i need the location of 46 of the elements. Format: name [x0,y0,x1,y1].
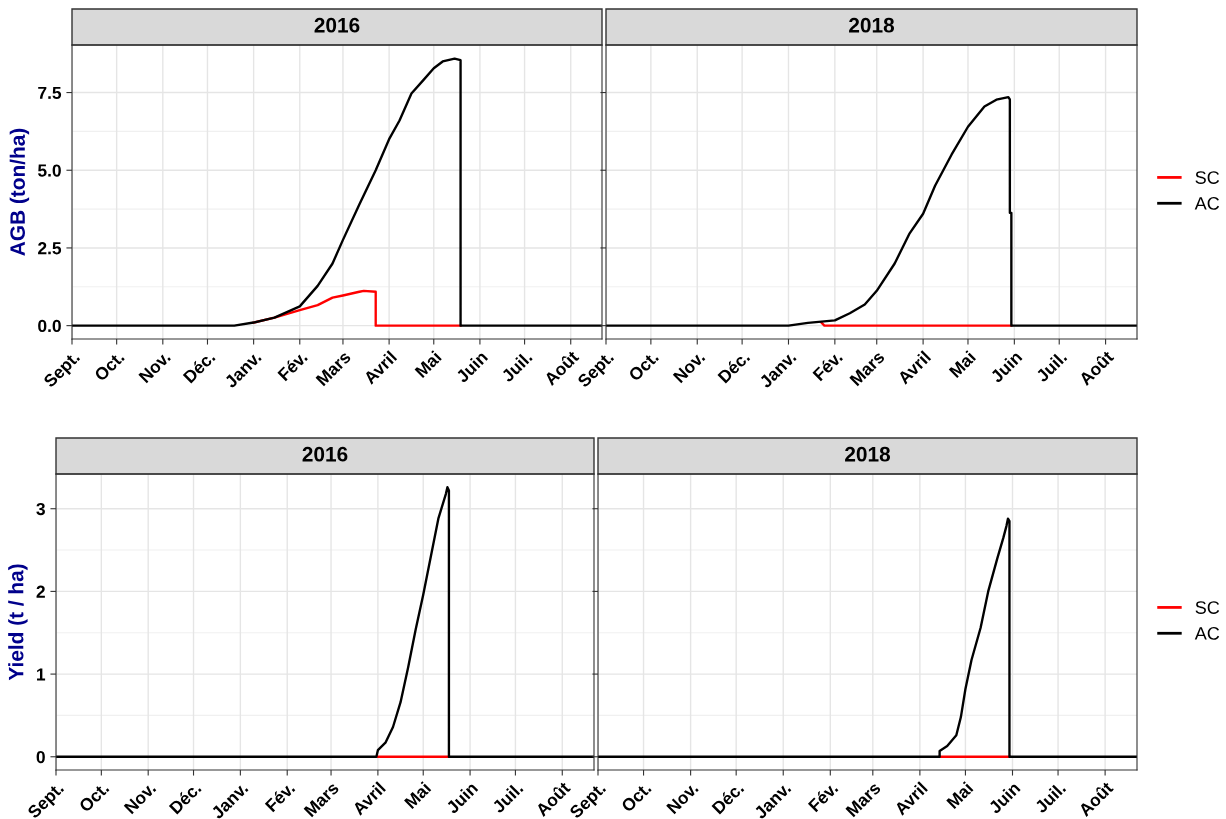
y-tick-label: 1 [37,668,46,681]
x-tick-label: Fév. [807,781,839,813]
legend-label: AC [1194,626,1220,640]
chart-title: 2018 [849,17,895,33]
x-tick-label: Juin [445,781,479,815]
legend-label: SC [1195,601,1220,614]
x-tick-label: Oct. [93,350,125,382]
x-tick-label: Mai [403,781,432,810]
x-tick-label: Juil. [1034,350,1068,383]
x-tick-label: Fév. [811,350,844,382]
legend-label: SC [1195,171,1220,184]
y-tick-label: 0 [36,750,45,764]
x-tick-label: Déc. [182,350,216,384]
y-tick-label: 7.5 [38,86,62,100]
chart-title: 2016 [314,17,360,33]
chart-title: 2016 [302,446,348,462]
y-tick-label: 5.0 [37,164,61,177]
x-tick-label: Déc. [716,350,751,384]
y-tick-label: 3 [36,502,45,516]
x-tick-label: Juin [454,350,489,384]
x-tick-label: Nov. [138,350,171,384]
x-tick-label: Juil. [491,781,524,814]
x-tick-label: Oct. [620,781,652,813]
x-tick-label: Juin [987,781,1021,815]
x-tick-label: Juin [989,350,1023,384]
x-tick-label: Oct. [78,781,110,813]
legend-label: AC [1194,196,1220,210]
x-tick-label: Oct. [627,350,660,382]
x-tick-label: Déc. [710,781,745,815]
x-tick-label: Mai [945,781,974,810]
chart-title: 2018 [845,446,891,462]
y-tick-label: 0.0 [38,319,61,333]
x-tick-label: Nov. [666,781,699,815]
x-tick-label: Mai [414,350,442,379]
y-tick-label: 2.5 [38,242,62,255]
x-tick-label: Fév. [276,350,308,382]
x-tick-label: Juil. [500,350,533,383]
x-tick-label: Nov. [672,350,706,384]
y-axis-title: AGB (ton/ha) [9,128,30,256]
x-tick-label: Juil. [1033,781,1067,814]
y-tick-label: 2 [36,585,45,598]
x-tick-label: Mai [948,350,977,379]
x-tick-label: Nov. [123,781,157,815]
x-tick-label: Fév. [264,781,296,813]
x-tick-label: Déc. [168,781,202,815]
y-axis-title: Yield (t / ha) [8,564,28,681]
